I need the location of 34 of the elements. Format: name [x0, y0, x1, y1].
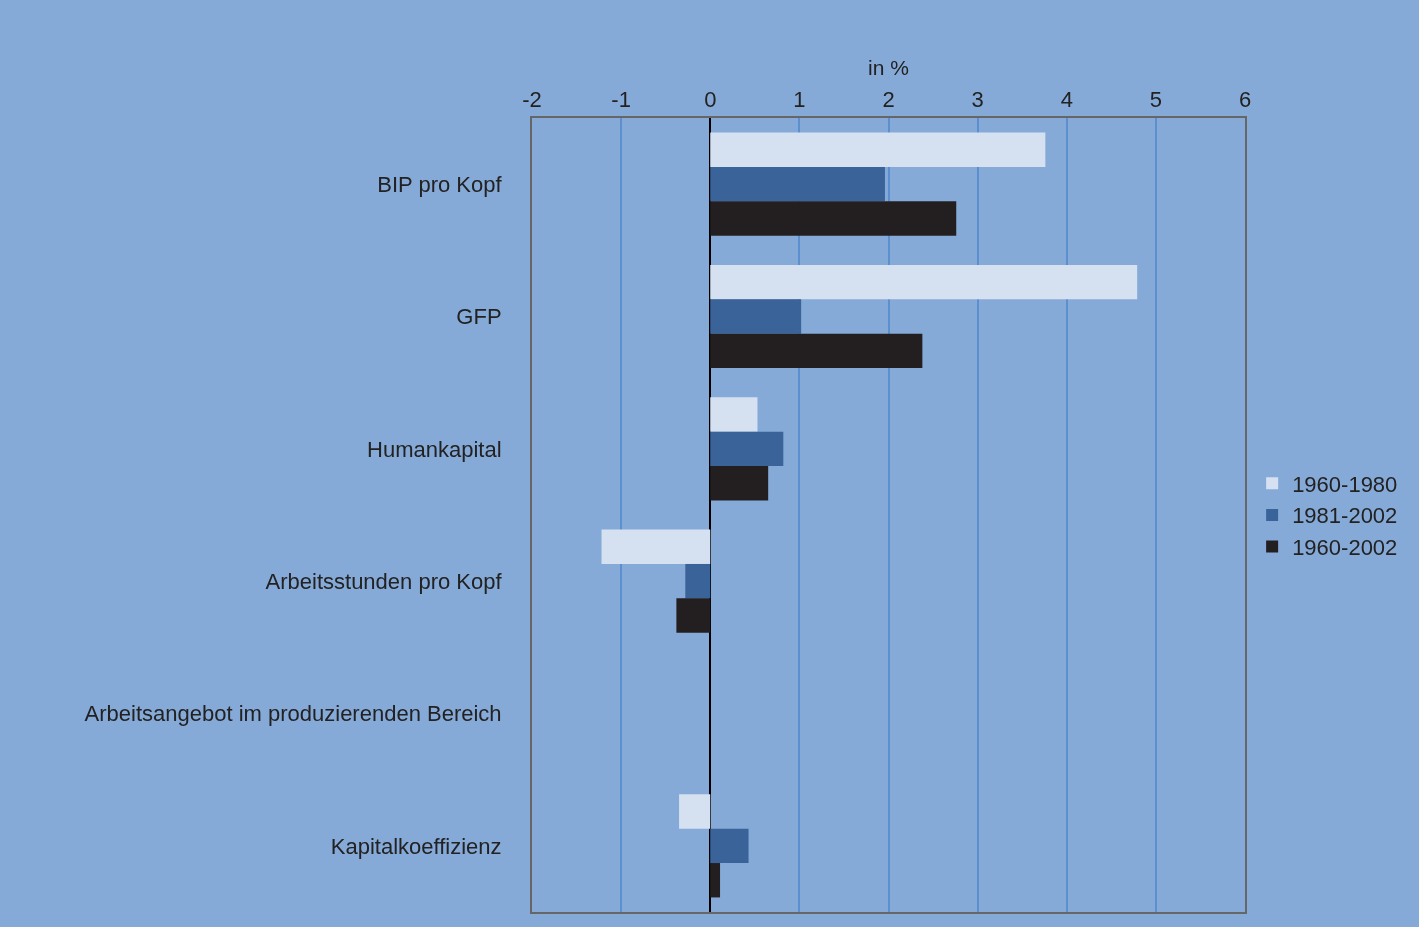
y-tick-label: Kapitalkoeffizienz: [330, 833, 502, 859]
bar: [710, 166, 885, 202]
bar: [710, 264, 1138, 300]
legend-label: 1960-2002: [1292, 535, 1398, 561]
bar: [710, 828, 749, 864]
bar: [710, 333, 923, 369]
x-tick-label: 2: [882, 87, 895, 113]
bar: [676, 598, 711, 633]
y-tick-label: Arbeitsangebot im produzierenden Bereich: [84, 701, 502, 727]
bar: [710, 132, 1046, 167]
y-tick-label: BIP pro Kopf: [377, 171, 503, 197]
bar: [710, 299, 802, 334]
bar: [601, 529, 711, 564]
x-axis-title: in %: [868, 55, 909, 79]
x-tick-label: 3: [971, 87, 984, 113]
bar: [710, 431, 784, 467]
bar: [710, 466, 769, 501]
x-tick-label: -2: [522, 87, 542, 113]
x-tick-label: 4: [1060, 87, 1073, 113]
x-tick-label: 1: [793, 87, 806, 113]
legend-label: 1981-2002: [1292, 503, 1398, 529]
x-tick-label: 5: [1149, 87, 1163, 113]
y-tick-label: Humankapital: [367, 436, 502, 462]
bar: [685, 563, 711, 599]
x-tick-label: -1: [611, 87, 631, 113]
bar: [710, 863, 721, 898]
y-tick-label: GFP: [456, 304, 502, 330]
x-tick-label: 6: [1238, 87, 1252, 113]
legend-label: 1960-1980: [1292, 471, 1398, 497]
bar: [679, 794, 711, 829]
x-tick-label: 0: [704, 87, 717, 113]
y-tick-label: Arbeitsstunden pro Kopf: [265, 568, 503, 594]
bar: [710, 397, 758, 432]
bar: [710, 201, 957, 236]
